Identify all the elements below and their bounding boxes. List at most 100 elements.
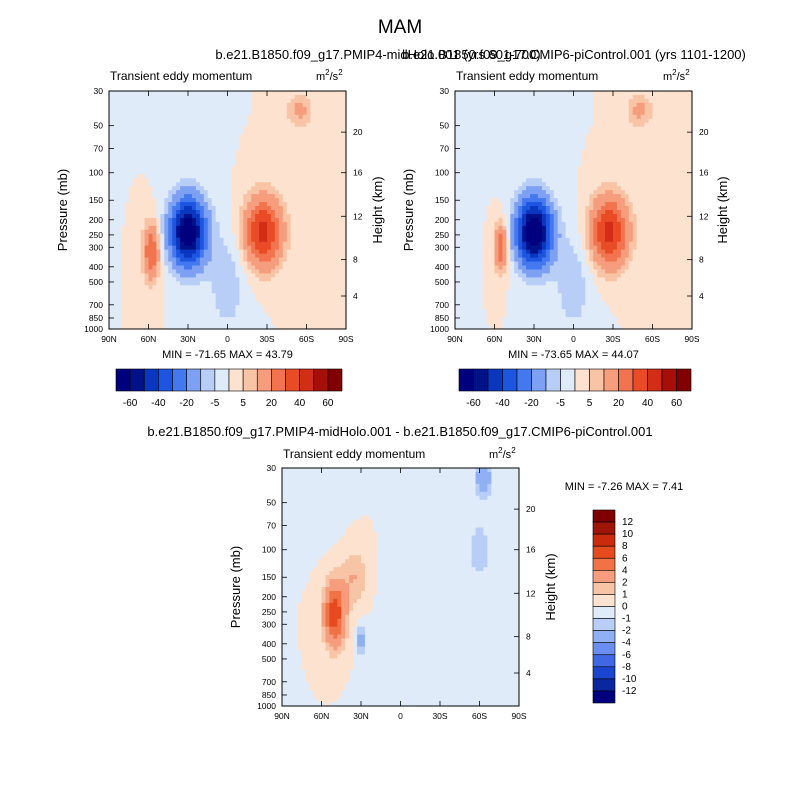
field-cell (310, 111, 314, 115)
field-cell (322, 194, 326, 198)
field-cell (318, 254, 322, 258)
field-cell (149, 214, 153, 218)
field-cell (471, 111, 475, 115)
field-cell (145, 309, 149, 313)
field-cell (137, 131, 141, 135)
field-cell (664, 151, 668, 155)
field-cell (514, 99, 518, 103)
field-cell (680, 95, 684, 99)
field-cell (117, 119, 121, 123)
field-cell (581, 162, 585, 166)
field-cell (502, 174, 506, 178)
field-cell (295, 254, 299, 258)
field-cell (656, 147, 660, 151)
field-cell (299, 123, 303, 127)
field-cell (109, 270, 113, 274)
field-cell (310, 182, 314, 186)
field-cell (152, 91, 156, 95)
field-cell (133, 234, 137, 238)
field-cell (299, 309, 303, 313)
field-cell (176, 115, 180, 119)
field-cell (310, 170, 314, 174)
field-cell (137, 305, 141, 309)
field-cell (295, 262, 299, 266)
field-cell (188, 143, 192, 147)
field-cell (243, 226, 247, 230)
field-cell (156, 210, 160, 214)
field-cell (125, 174, 129, 178)
field-cell (113, 266, 117, 270)
field-cell (479, 99, 483, 103)
field-cell (196, 154, 200, 158)
field-cell (574, 139, 578, 143)
field-cell (534, 151, 538, 155)
field-cell (570, 162, 574, 166)
field-cell (220, 162, 224, 166)
field-cell (287, 198, 291, 202)
field-cell (653, 158, 657, 162)
field-cell (649, 151, 653, 155)
field-cell (117, 218, 121, 222)
field-cell (149, 289, 153, 293)
field-cell (526, 115, 530, 119)
field-cell (216, 305, 220, 309)
field-cell (145, 210, 149, 214)
field-cell (247, 281, 251, 285)
field-cell (180, 254, 184, 258)
field-cell (251, 230, 255, 234)
field-cell (310, 277, 314, 281)
field-cell (212, 174, 216, 178)
field-cell (605, 154, 609, 158)
field-cell (334, 266, 338, 270)
field-cell (216, 151, 220, 155)
field-cell (212, 289, 216, 293)
field-cell (125, 222, 129, 226)
field-cell (247, 170, 251, 174)
field-cell (121, 273, 125, 277)
field-cell (514, 123, 518, 127)
field-cell (216, 289, 220, 293)
field-cell (538, 174, 542, 178)
field-cell (255, 289, 259, 293)
field-cell (156, 131, 160, 135)
field-cell (220, 139, 224, 143)
field-cell (263, 103, 267, 107)
field-cell (267, 222, 271, 226)
field-cell (160, 230, 164, 234)
field-cell (318, 297, 322, 301)
field-cell (188, 210, 192, 214)
contour-field (455, 91, 692, 329)
field-cell (550, 91, 554, 95)
field-cell (156, 242, 160, 246)
field-cell (255, 182, 259, 186)
field-cell (149, 238, 153, 242)
field-cell (498, 119, 502, 123)
field-cell (228, 214, 232, 218)
field-cell (295, 107, 299, 111)
field-cell (176, 293, 180, 297)
field-cell (129, 297, 133, 301)
field-cell (330, 182, 334, 186)
field-cell (570, 107, 574, 111)
field-cell (554, 131, 558, 135)
field-cell (176, 270, 180, 274)
field-cell (152, 151, 156, 155)
field-cell (479, 107, 483, 111)
field-cell (593, 154, 597, 158)
field-cell (283, 246, 287, 250)
field-cell (216, 91, 220, 95)
field-cell (279, 107, 283, 111)
field-cell (502, 147, 506, 151)
field-cell (168, 147, 172, 151)
field-cell (275, 151, 279, 155)
field-cell (295, 123, 299, 127)
field-cell (263, 214, 267, 218)
field-cell (208, 293, 212, 297)
field-cell (149, 285, 153, 289)
field-cell (208, 242, 212, 246)
field-cell (235, 321, 239, 325)
field-cell (228, 234, 232, 238)
field-cell (506, 123, 510, 127)
field-cell (637, 131, 641, 135)
field-cell (283, 95, 287, 99)
